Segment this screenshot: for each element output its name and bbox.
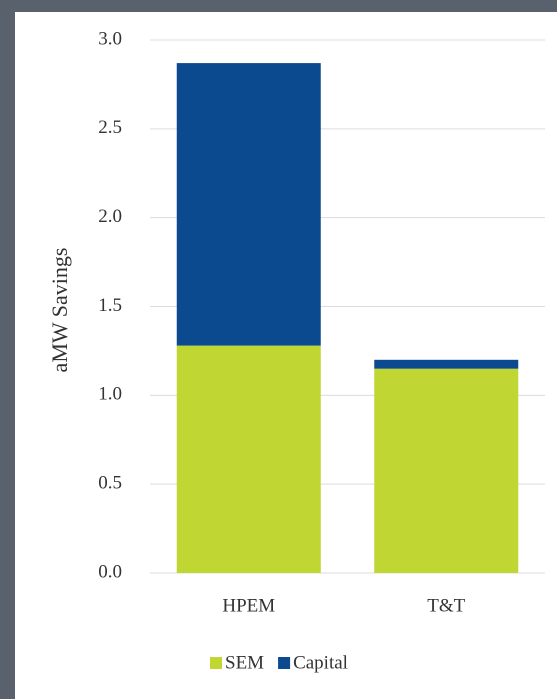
bar-segment: [374, 368, 519, 573]
x-tick-label: T&T: [427, 595, 465, 616]
x-tick-label: HPEM: [222, 595, 275, 616]
y-tick-label: 1.5: [98, 295, 122, 316]
y-tick-label: 2.5: [98, 117, 122, 138]
y-tick-label: 0.0: [98, 561, 122, 582]
y-tick-label: 2.0: [98, 206, 122, 227]
y-tick-label: 1.0: [98, 384, 122, 405]
bar-segment: [176, 345, 321, 573]
y-tick-label: 0.5: [98, 473, 122, 494]
legend-swatch: [278, 657, 291, 669]
legend-swatch: [210, 657, 222, 669]
legend-label: SEM: [225, 652, 264, 673]
legend-label: Capital: [293, 652, 348, 673]
y-axis-label: aMW Savings: [47, 248, 72, 373]
bar-segment: [374, 359, 519, 369]
bar-segment: [176, 63, 321, 346]
y-tick-label: 3.0: [98, 28, 122, 49]
